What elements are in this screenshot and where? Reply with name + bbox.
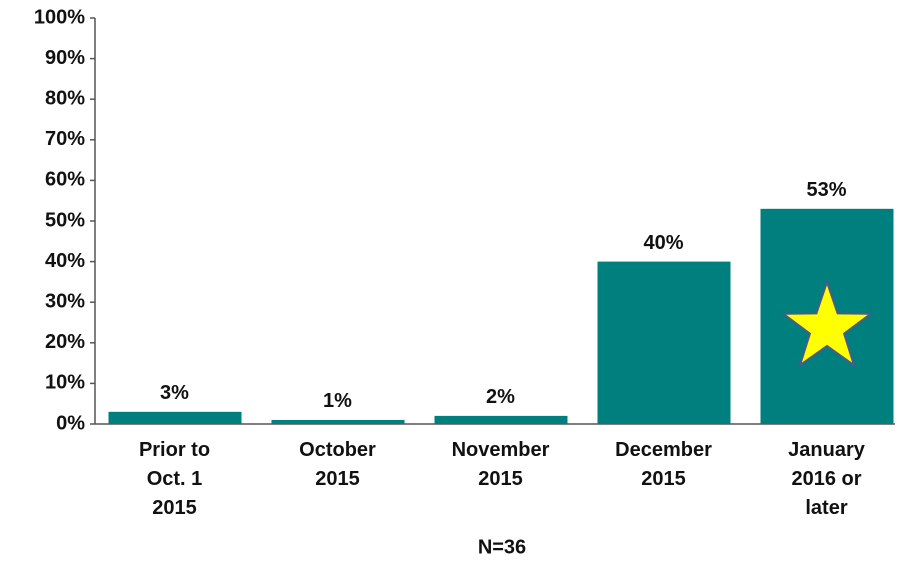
value-label: 53%	[806, 179, 846, 201]
value-label: 1%	[323, 390, 352, 412]
value-label: 40%	[643, 232, 683, 254]
x-tick-label: December 2015	[615, 439, 712, 490]
y-tick-label: 80%	[45, 87, 85, 109]
x-tick-label: January 2016 or later	[788, 439, 866, 519]
y-tick-label: 70%	[45, 128, 85, 150]
bar	[434, 415, 568, 424]
y-tick-label: 90%	[45, 47, 85, 69]
value-label: 3%	[160, 382, 189, 404]
y-tick-label: 10%	[45, 372, 85, 394]
y-tick-label: 60%	[45, 169, 85, 191]
y-tick-label: 0%	[56, 412, 85, 434]
y-tick-label: 20%	[45, 331, 85, 353]
x-tick-label: October 2015	[299, 439, 376, 490]
bar	[108, 411, 242, 424]
x-axis-label: N=36	[478, 536, 526, 558]
y-tick-label: 100%	[34, 6, 85, 28]
bar	[271, 419, 405, 424]
bar	[597, 261, 731, 424]
y-tick-label: 50%	[45, 209, 85, 231]
x-tick-label: November 2015	[452, 439, 550, 490]
value-label: 2%	[486, 386, 515, 408]
star-icon	[780, 278, 874, 368]
x-tick-label: Prior to Oct. 1 2015	[139, 439, 210, 519]
y-tick-label: 30%	[45, 290, 85, 312]
y-tick-label: 40%	[45, 250, 85, 272]
